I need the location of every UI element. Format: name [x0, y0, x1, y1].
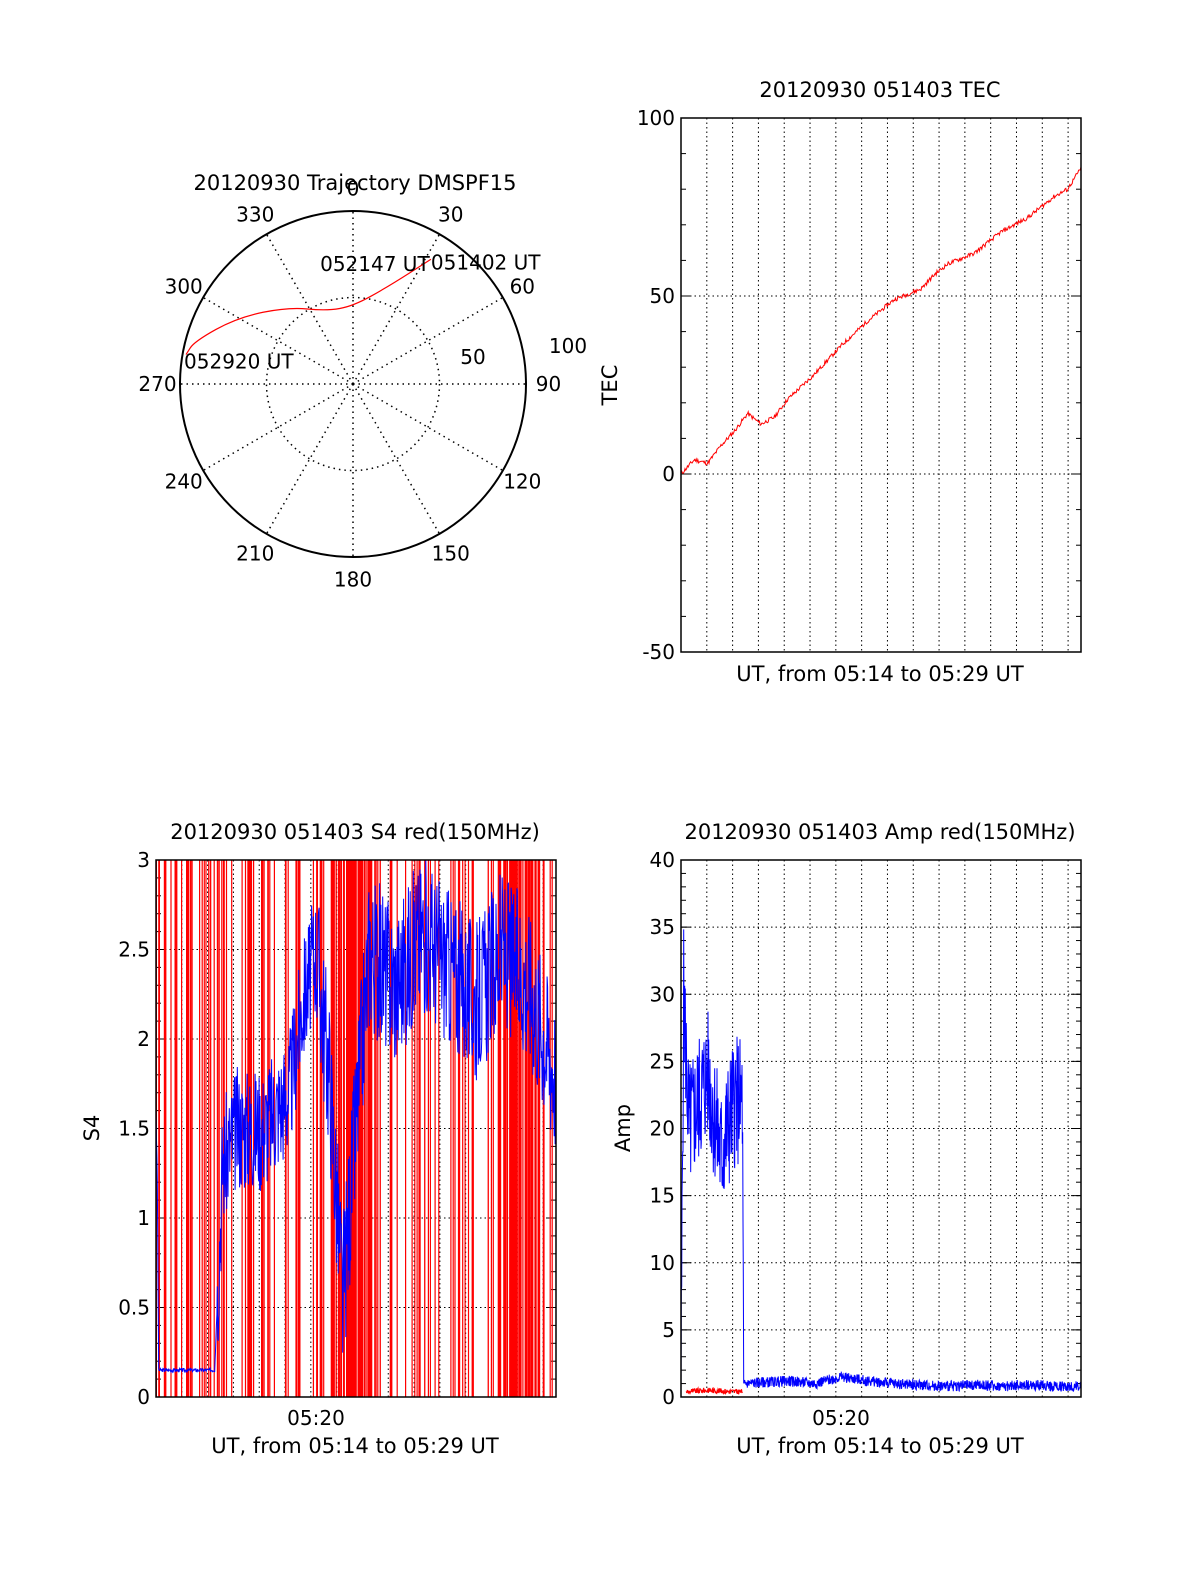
amp-xlabel: UT, from 05:14 to 05:29 UT — [736, 1434, 1024, 1458]
s4-title: 20120930 051403 S4 red(150MHz) — [170, 820, 540, 844]
y-tick-label: 10 — [650, 1251, 675, 1275]
tec-xlabel: UT, from 05:14 to 05:29 UT — [736, 662, 1024, 686]
polar-spoke — [352, 383, 504, 472]
tec-title: 20120930 051403 TEC — [759, 78, 1000, 102]
y-tick-label: 2 — [137, 1027, 150, 1051]
polar-series — [185, 258, 432, 355]
polar-angle-label: 60 — [510, 274, 535, 298]
polar-angle-labels: 0 30 60 90 120 150 180 210 240 270 300 330 — [138, 177, 561, 592]
plot-frame — [680, 117, 1082, 653]
polar-angle-label: 0 — [347, 177, 360, 201]
y-tick-label: 100 — [637, 106, 675, 130]
polar-radial-labels: 50 100 — [460, 334, 587, 369]
plot-frame — [155, 859, 557, 1398]
tec-panel: 20120930 051403 TEC -50 0 50 100 UT, from 0… — [598, 78, 1082, 686]
polar-spoke — [202, 383, 354, 472]
y-tick-label: 30 — [650, 982, 675, 1006]
y-tick-label: 25 — [650, 1049, 675, 1073]
polar-spoke — [352, 233, 441, 385]
polar-angle-label: 270 — [138, 372, 176, 396]
polar-grid-circle — [265, 296, 441, 472]
amp-blue-series — [680, 929, 1082, 1398]
polar-angle-label: 120 — [503, 470, 541, 494]
y-tick-label: 50 — [650, 284, 675, 308]
s4-blue-series — [155, 859, 557, 1374]
amp-panel: 20120930 051403 Amp red(150MHz) 0 5 10 15 20… — [611, 820, 1082, 1458]
amp-ylabel: Amp — [611, 1104, 635, 1152]
tec-plot-area: -50 0 50 100 — [637, 106, 1082, 664]
y-tick-label: 5 — [662, 1318, 675, 1342]
polar-angle-label: 150 — [432, 541, 470, 565]
s4-panel: 20120930 051403 S4 red(150MHz) 0 0.5 1 1.5 2… — [80, 820, 557, 1458]
y-tick-label: 0.5 — [118, 1296, 150, 1320]
polar-radial-label: 100 — [549, 334, 587, 358]
trajectory-title: 20120930 Trajectory DMSPF15 — [193, 171, 516, 195]
trajectory-time-label: 052147 UT — [320, 252, 430, 276]
amp-plot-area: 0 5 10 15 20 25 30 35 40 05:20 — [650, 848, 1082, 1430]
polar-angle-label: 300 — [165, 274, 203, 298]
y-tick-label: 3 — [137, 848, 150, 872]
tec-series-line — [680, 166, 1082, 474]
trajectory-line — [185, 258, 432, 355]
polar-spoke — [265, 233, 354, 385]
polar-spoke — [202, 296, 354, 385]
polar-spoke — [352, 383, 441, 535]
y-tick-label: 20 — [650, 1117, 675, 1141]
amp-red-series — [685, 1386, 743, 1395]
polar-angle-label: 210 — [236, 541, 274, 565]
trajectory-panel: 20120930 Trajectory DMSPF15 0 30 60 90 120 15… — [138, 171, 587, 591]
polar-grid — [179, 210, 527, 558]
trajectory-time-label: 052920 UT — [184, 350, 294, 374]
polar-angle-label: 240 — [165, 470, 203, 494]
y-tick-label: 1 — [137, 1206, 150, 1230]
s4-plot-area: 0 0.5 1 1.5 2 2.5 3 05:20 — [118, 848, 557, 1430]
polar-radial-label: 50 — [460, 345, 485, 369]
trajectory-time-label: 051402 UT — [431, 250, 541, 274]
amp-title: 20120930 051403 Amp red(150MHz) — [684, 820, 1075, 844]
y-tick-label: 2.5 — [118, 938, 150, 962]
tec-ylabel: TEC — [598, 365, 622, 407]
y-tick-label: 0 — [137, 1385, 150, 1409]
polar-angle-label: 30 — [438, 203, 463, 227]
y-tick-label: 0 — [662, 1385, 675, 1409]
y-tick-label: 15 — [650, 1184, 675, 1208]
polar-angle-label: 330 — [236, 203, 274, 227]
polar-spoke — [265, 383, 354, 535]
polar-spoke — [352, 296, 504, 385]
x-tick-label: 05:20 — [287, 1406, 345, 1430]
plot-frame — [680, 859, 1082, 1398]
s4-ylabel: S4 — [80, 1115, 104, 1142]
polar-angle-label: 90 — [536, 372, 561, 396]
y-tick-label: -50 — [642, 640, 675, 664]
y-tick-label: 0 — [662, 462, 675, 486]
y-tick-label: 35 — [650, 915, 675, 939]
polar-outer-circle — [179, 210, 527, 558]
polar-angle-label: 180 — [334, 567, 372, 591]
s4-xlabel: UT, from 05:14 to 05:29 UT — [211, 1434, 499, 1458]
y-tick-label: 40 — [650, 848, 675, 872]
x-tick-label: 05:20 — [812, 1406, 870, 1430]
y-tick-label: 1.5 — [118, 1117, 150, 1141]
